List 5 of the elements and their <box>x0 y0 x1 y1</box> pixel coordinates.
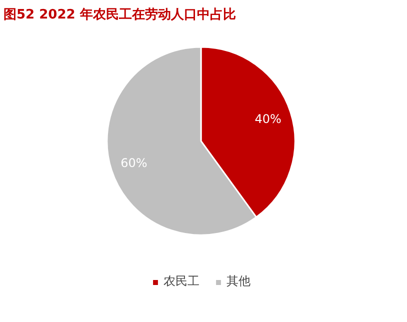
chart-title: 图52 2022 年农民工在劳动人口中占比 <box>4 8 236 22</box>
data-label: 60% <box>120 156 148 170</box>
legend-label: 其他 <box>226 273 250 290</box>
data-label: 40% <box>254 112 282 126</box>
legend-label: 农民工 <box>164 273 200 290</box>
